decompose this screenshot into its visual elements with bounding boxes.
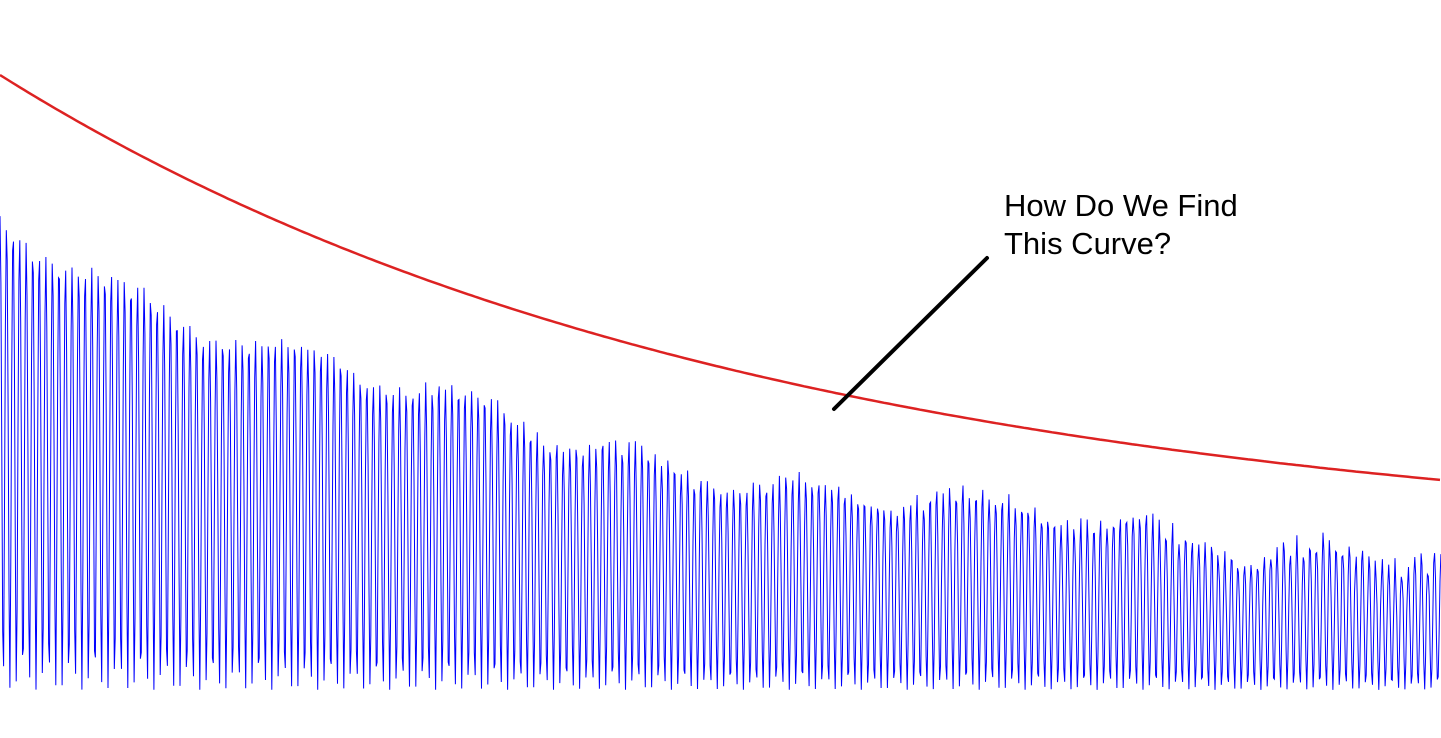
annotation-arrow [832, 256, 989, 411]
envelope-series [0, 73, 1441, 482]
annotation-line-2: This Curve? [1004, 226, 1171, 261]
envelope-curve [0, 73, 1441, 482]
signal-series [0, 216, 1441, 690]
annotation-text: How Do We Find This Curve? [1004, 188, 1246, 261]
annotation-line-1: How Do We Find [1004, 188, 1238, 223]
signal-line [0, 216, 1441, 690]
